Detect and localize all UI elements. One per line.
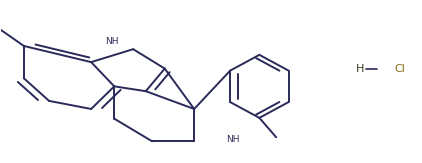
Text: Cl: Cl (394, 64, 405, 74)
Text: NH: NH (106, 37, 119, 46)
Text: NH: NH (226, 135, 239, 144)
Text: H: H (356, 64, 365, 74)
